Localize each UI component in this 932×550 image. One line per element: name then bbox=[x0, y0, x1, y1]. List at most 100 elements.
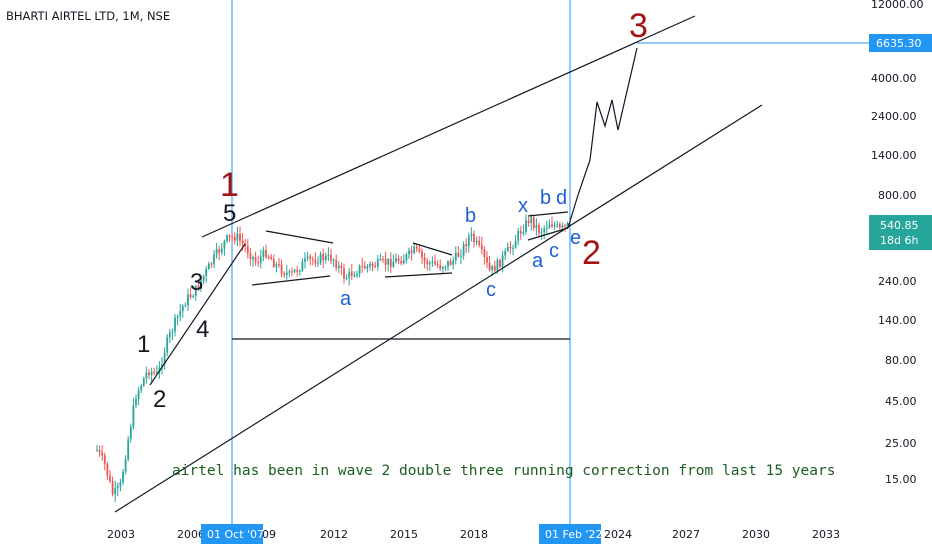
candle-body bbox=[356, 273, 358, 276]
candle-body bbox=[517, 231, 520, 241]
wave-impulse-2: 2 bbox=[153, 386, 166, 413]
wave-corr-d: d bbox=[556, 187, 567, 209]
x-marker-tag-feb-22 bbox=[539, 524, 601, 544]
candle-body bbox=[475, 240, 478, 242]
y-tick-label: 2400.00 bbox=[871, 110, 917, 123]
candle-body bbox=[340, 266, 343, 269]
candle-body bbox=[124, 459, 127, 472]
candle-body bbox=[226, 235, 228, 241]
candle-body bbox=[233, 236, 236, 241]
wave-impulse-1: 1 bbox=[137, 331, 150, 358]
candle-body bbox=[465, 244, 468, 247]
candle-body bbox=[376, 259, 379, 267]
candle-body bbox=[291, 271, 293, 273]
candle-body bbox=[252, 257, 254, 260]
wave-corr-a2: a bbox=[532, 250, 544, 272]
candle-body bbox=[436, 264, 439, 266]
candle-body bbox=[119, 482, 122, 487]
projection-path bbox=[567, 47, 638, 229]
candle-body bbox=[371, 264, 374, 267]
wave-impulse-5: 5 bbox=[223, 200, 236, 227]
candle-body bbox=[527, 220, 530, 223]
candle-body bbox=[426, 261, 429, 265]
candle-body bbox=[218, 249, 221, 253]
candle-body bbox=[236, 233, 239, 241]
candle-body bbox=[171, 331, 174, 333]
candle-body bbox=[137, 390, 140, 399]
candle-body bbox=[249, 253, 252, 260]
candle-body bbox=[431, 261, 434, 263]
candle-body bbox=[207, 263, 210, 269]
candle-body bbox=[348, 271, 351, 279]
candle-body bbox=[418, 248, 421, 252]
candle-body bbox=[488, 262, 491, 271]
candle-body bbox=[522, 231, 525, 234]
candle-body bbox=[101, 452, 104, 456]
candle-body bbox=[140, 385, 143, 391]
x-axis: 2003 2006 09 2012 2015 2018 2024 2027 20… bbox=[107, 528, 840, 541]
candle-body bbox=[553, 225, 556, 227]
candle-body bbox=[189, 294, 192, 298]
x-tick-label: 2024 bbox=[604, 528, 632, 541]
candle-body bbox=[491, 266, 494, 271]
candle-body bbox=[304, 258, 306, 262]
triangle-3-bottom bbox=[527, 227, 569, 241]
candle-body bbox=[327, 254, 330, 256]
candle-body bbox=[410, 250, 413, 254]
candle-body bbox=[148, 372, 150, 376]
candle-body bbox=[184, 305, 187, 307]
candle-body bbox=[493, 266, 496, 271]
candle-body bbox=[361, 265, 364, 267]
candle-body bbox=[405, 254, 408, 261]
candle-body bbox=[353, 275, 356, 277]
current-price-tag bbox=[869, 215, 932, 250]
candles bbox=[96, 213, 569, 502]
y-tick-label: 15.00 bbox=[885, 473, 917, 486]
candle-body bbox=[413, 246, 416, 254]
candle-body bbox=[223, 240, 226, 249]
candle-body bbox=[202, 276, 205, 281]
candle-body bbox=[392, 261, 395, 267]
wave-labels: 1 2 3 1 2 3 4 5 a b c x a b c d e bbox=[137, 7, 648, 413]
candle-body bbox=[158, 367, 161, 372]
candle-body bbox=[278, 264, 280, 266]
triangle-1-top bbox=[265, 230, 334, 244]
candle-body bbox=[447, 261, 449, 267]
candle-body bbox=[330, 254, 332, 261]
wave-corr-a1: a bbox=[340, 288, 352, 310]
candle-body bbox=[317, 262, 319, 264]
candle-body bbox=[205, 268, 208, 277]
candle-body bbox=[449, 261, 452, 265]
candle-body bbox=[306, 256, 309, 259]
candle-body bbox=[187, 294, 189, 306]
candle-body bbox=[551, 224, 553, 227]
candle-body bbox=[132, 405, 135, 427]
candle-body bbox=[150, 371, 153, 376]
candle-body bbox=[543, 228, 546, 233]
candle-body bbox=[314, 259, 317, 264]
triangle-2-top bbox=[412, 242, 453, 256]
wave-impulse-4: 4 bbox=[196, 316, 209, 343]
candle-body bbox=[501, 255, 504, 267]
candle-body bbox=[319, 253, 322, 263]
trend-lines bbox=[114, 15, 875, 513]
x-marker-tag-oct-07 bbox=[201, 524, 263, 544]
candle-body bbox=[283, 273, 286, 275]
triangle-3-top bbox=[527, 211, 569, 217]
y-tick-label: 12000.00 bbox=[871, 0, 924, 11]
wave-corr-b2: b bbox=[540, 187, 551, 209]
candle-body bbox=[153, 371, 156, 373]
wave-primary-2: 2 bbox=[582, 234, 601, 272]
candle-body bbox=[241, 240, 244, 244]
upper-channel-line bbox=[201, 15, 696, 238]
candle-body bbox=[309, 256, 312, 260]
candle-body bbox=[176, 316, 179, 318]
candle-body bbox=[496, 259, 499, 271]
candle-body bbox=[259, 256, 262, 263]
annotation-text: airtel has been in wave 2 double three r… bbox=[172, 463, 835, 479]
x-marker-text-feb-22: 01 Feb '22 bbox=[545, 528, 603, 541]
target-price-text: 6635.30 bbox=[876, 37, 922, 50]
y-tick-label: 240.00 bbox=[878, 275, 917, 288]
candle-body bbox=[379, 258, 382, 260]
candle-body bbox=[452, 260, 455, 265]
